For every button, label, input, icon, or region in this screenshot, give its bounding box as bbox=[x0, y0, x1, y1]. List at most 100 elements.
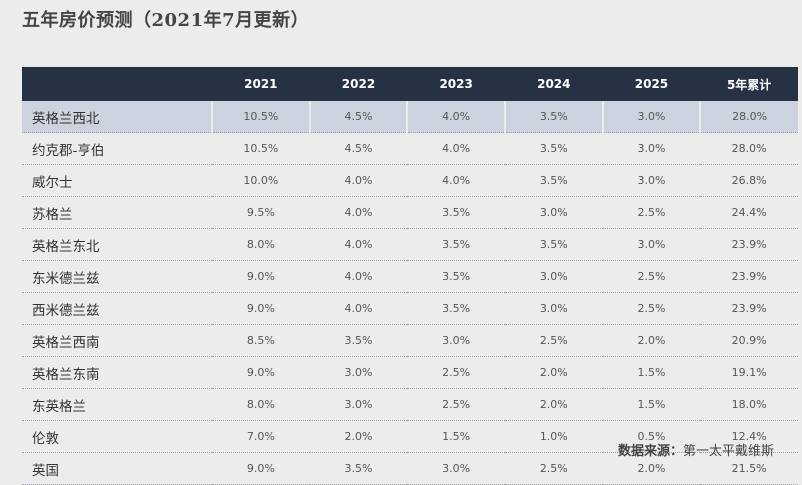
value-cell: 28.0% bbox=[700, 132, 798, 165]
value-cell: 4.5% bbox=[309, 132, 408, 165]
region-cell: 英格兰西南 bbox=[22, 324, 212, 357]
column-header: 5年累计 bbox=[700, 67, 798, 101]
value-cell: 3.0% bbox=[309, 356, 408, 389]
value-cell: 10.5% bbox=[212, 101, 311, 133]
value-cell: 1.0% bbox=[504, 420, 603, 453]
value-cell: 8.0% bbox=[212, 228, 310, 261]
region-cell: 东米德兰兹 bbox=[22, 260, 212, 293]
value-cell: 3.5% bbox=[309, 324, 408, 357]
value-cell: 1.5% bbox=[407, 420, 505, 453]
table-row: 约克郡-亨伯 10.5% 4.5% 4.0% 3.5% 3.0% 28.0% bbox=[22, 132, 798, 165]
value-cell: 8.0% bbox=[212, 388, 310, 421]
value-cell: 3.0% bbox=[504, 292, 603, 325]
value-cell: 3.5% bbox=[504, 132, 603, 165]
value-cell: 23.9% bbox=[700, 260, 798, 293]
value-cell: 3.0% bbox=[309, 388, 408, 421]
value-cell: 3.0% bbox=[504, 196, 603, 229]
value-cell: 3.5% bbox=[407, 228, 505, 261]
value-cell: 10.0% bbox=[212, 164, 310, 197]
source-value: 第一太平戴维斯 bbox=[682, 444, 774, 459]
value-cell: 3.0% bbox=[407, 324, 505, 357]
value-cell: 18.0% bbox=[700, 388, 798, 421]
table-row: 英格兰东南 9.0% 3.0% 2.5% 2.0% 1.5% 19.1% bbox=[22, 356, 798, 389]
value-cell: 9.0% bbox=[212, 356, 310, 389]
value-cell: 28.0% bbox=[700, 101, 798, 133]
value-cell: 19.1% bbox=[700, 356, 798, 389]
value-cell: 4.0% bbox=[309, 164, 408, 197]
source-label: 数据来源： bbox=[617, 444, 683, 459]
value-cell: 8.5% bbox=[212, 324, 310, 357]
value-cell: 2.5% bbox=[504, 452, 603, 485]
value-cell: 7.0% bbox=[212, 420, 310, 453]
value-cell: 2.0% bbox=[602, 324, 701, 357]
table-body: 英格兰西北 10.5% 4.5% 4.0% 3.5% 3.0% 28.0% 约克郡-亨伯 10.… bbox=[22, 101, 798, 485]
value-cell: 2.5% bbox=[602, 292, 701, 325]
value-cell: 3.5% bbox=[407, 196, 505, 229]
value-cell: 3.5% bbox=[407, 292, 505, 325]
value-cell: 3.5% bbox=[504, 101, 604, 133]
value-cell: 20.9% bbox=[700, 324, 798, 357]
region-cell: 威尔士 bbox=[22, 164, 212, 197]
value-cell: 4.5% bbox=[309, 101, 409, 133]
table-row: 英格兰西北 10.5% 4.5% 4.0% 3.5% 3.0% 28.0% bbox=[22, 101, 798, 133]
forecast-table: 2021 2022 2023 2024 2025 5年累计 英格兰西北 10.5%… bbox=[22, 67, 798, 485]
value-cell: 2.0% bbox=[309, 420, 408, 453]
value-cell: 1.5% bbox=[602, 388, 701, 421]
value-cell: 3.0% bbox=[602, 228, 701, 261]
region-cell: 英国 bbox=[22, 452, 212, 485]
value-cell: 9.0% bbox=[212, 292, 310, 325]
value-cell: 3.0% bbox=[602, 132, 701, 165]
value-cell: 24.4% bbox=[700, 196, 798, 229]
column-header: 2024 bbox=[504, 67, 603, 101]
table-row: 西米德兰兹 9.0% 4.0% 3.5% 3.0% 2.5% 23.9% bbox=[22, 292, 798, 325]
table-row: 威尔士 10.0% 4.0% 4.0% 3.5% 3.0% 26.8% bbox=[22, 164, 798, 197]
value-cell: 4.0% bbox=[407, 164, 505, 197]
data-source: 数据来源：第一太平戴维斯 bbox=[618, 440, 774, 459]
value-cell: 4.0% bbox=[407, 132, 505, 165]
region-cell: 英格兰东北 bbox=[22, 228, 212, 261]
value-cell: 4.0% bbox=[309, 196, 408, 229]
region-column-header bbox=[22, 67, 212, 101]
value-cell: 3.0% bbox=[504, 260, 603, 293]
value-cell: 4.0% bbox=[309, 260, 408, 293]
region-cell: 英格兰西北 bbox=[22, 101, 213, 133]
value-cell: 26.8% bbox=[700, 164, 798, 197]
region-cell: 英格兰东南 bbox=[22, 356, 212, 389]
value-cell: 10.5% bbox=[212, 132, 310, 165]
value-cell: 9.0% bbox=[212, 260, 310, 293]
value-cell: 2.0% bbox=[504, 356, 603, 389]
value-cell: 3.0% bbox=[602, 164, 701, 197]
table-row: 伦敦 7.0% 2.0% 1.5% 1.0% 0.5% 12.4% bbox=[22, 420, 798, 453]
column-header: 2021 bbox=[212, 67, 310, 101]
table-row: 英格兰西南 8.5% 3.5% 3.0% 2.5% 2.0% 20.9% bbox=[22, 324, 798, 357]
value-cell: 3.0% bbox=[602, 101, 702, 133]
value-cell: 3.5% bbox=[504, 164, 603, 197]
region-cell: 东英格兰 bbox=[22, 388, 212, 421]
value-cell: 2.5% bbox=[407, 356, 505, 389]
table-header-row: 2021 2022 2023 2024 2025 5年累计 bbox=[22, 67, 798, 101]
value-cell: 2.5% bbox=[407, 388, 505, 421]
column-header: 2025 bbox=[602, 67, 701, 101]
value-cell: 2.0% bbox=[504, 388, 603, 421]
table-row: 苏格兰 9.5% 4.0% 3.5% 3.0% 2.5% 24.4% bbox=[22, 196, 798, 229]
value-cell: 23.9% bbox=[700, 228, 798, 261]
value-cell: 2.5% bbox=[602, 196, 701, 229]
page-title: 五年房价预测（2021年7月更新） bbox=[22, 10, 310, 31]
value-cell: 1.5% bbox=[602, 356, 701, 389]
region-cell: 约克郡-亨伯 bbox=[22, 132, 212, 165]
value-cell: 3.5% bbox=[504, 228, 603, 261]
table-row: 东英格兰 8.0% 3.0% 2.5% 2.0% 1.5% 18.0% bbox=[22, 388, 798, 421]
value-cell: 12.4% bbox=[700, 420, 798, 453]
value-cell: 2.5% bbox=[602, 260, 701, 293]
region-cell: 伦敦 bbox=[22, 420, 212, 453]
value-cell: 9.5% bbox=[212, 196, 310, 229]
value-cell: 0.5% bbox=[602, 420, 701, 453]
value-cell: 9.0% bbox=[212, 452, 310, 485]
value-cell: 3.5% bbox=[407, 260, 505, 293]
region-cell: 苏格兰 bbox=[22, 196, 212, 229]
column-header: 2023 bbox=[407, 67, 505, 101]
value-cell: 2.5% bbox=[504, 324, 603, 357]
region-cell: 西米德兰兹 bbox=[22, 292, 212, 325]
table-row: 英格兰东北 8.0% 4.0% 3.5% 3.5% 3.0% 23.9% bbox=[22, 228, 798, 261]
value-cell: 4.0% bbox=[407, 101, 506, 133]
